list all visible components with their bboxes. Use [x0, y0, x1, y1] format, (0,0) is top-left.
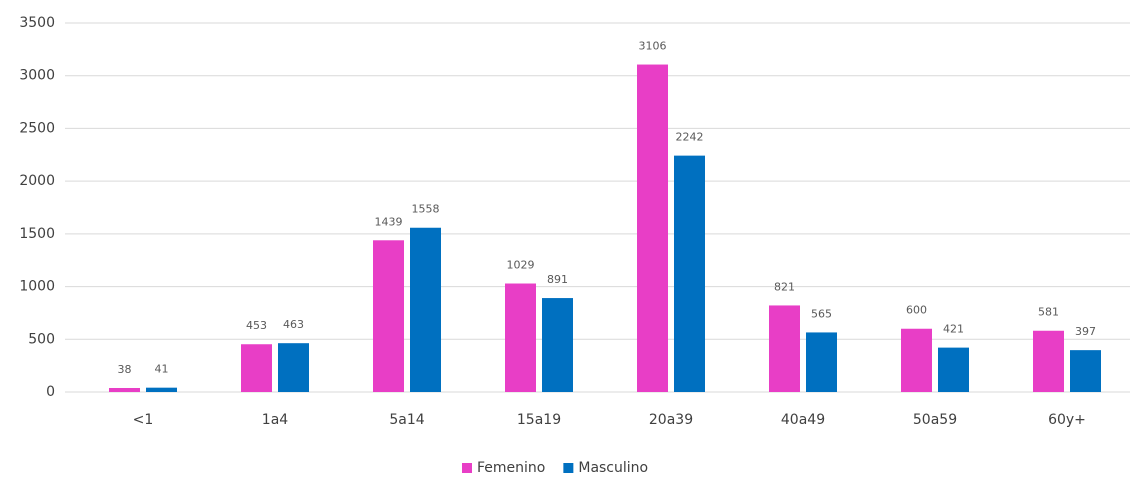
value-label: 2242 [676, 131, 704, 144]
y-tick-label: 3000 [19, 68, 55, 84]
bar [901, 328, 932, 392]
bar [769, 305, 800, 392]
value-label: 1029 [507, 259, 535, 272]
legend-label: Masculino [578, 460, 648, 476]
value-label: 600 [906, 304, 927, 317]
bar [1070, 350, 1101, 392]
value-label: 565 [811, 307, 832, 320]
bar [410, 227, 441, 392]
x-tick-label: 60y+ [1048, 412, 1086, 428]
y-tick-label: 3500 [19, 15, 55, 31]
bar [278, 343, 309, 392]
y-tick-label: 500 [28, 331, 55, 347]
value-label: 1439 [375, 215, 403, 228]
bar [542, 298, 573, 392]
bar [505, 283, 536, 392]
bar [241, 344, 272, 392]
x-tick-label: 20a39 [649, 412, 693, 428]
value-label: 1558 [412, 203, 440, 216]
y-tick-label: 1500 [19, 226, 55, 242]
bar [109, 387, 140, 392]
bar [806, 332, 837, 392]
x-tick-label: 15a19 [517, 412, 561, 428]
y-tick-label: 1000 [19, 279, 55, 295]
y-tick-label: 0 [46, 384, 55, 400]
legend-label: Femenino [477, 460, 545, 476]
bar [674, 155, 705, 392]
bar [938, 347, 969, 392]
value-label: 41 [155, 363, 169, 376]
bar [146, 387, 177, 392]
legend-swatch [563, 463, 574, 473]
x-tick-label: 5a14 [389, 412, 424, 428]
y-tick-label: 2500 [19, 120, 55, 136]
value-label: 38 [118, 363, 132, 376]
legend-swatch [462, 463, 472, 473]
value-label: 453 [246, 319, 267, 332]
value-label: 397 [1075, 325, 1096, 338]
value-label: 891 [547, 273, 568, 286]
x-tick-label: <1 [133, 412, 154, 428]
value-label: 463 [283, 318, 304, 331]
x-tick-label: 50a59 [913, 412, 957, 428]
x-tick-label: 1a4 [262, 412, 288, 428]
value-label: 581 [1038, 306, 1059, 319]
bar [637, 64, 668, 393]
x-tick-label: 40a49 [781, 412, 825, 428]
y-tick-label: 2000 [19, 173, 55, 189]
value-label: 821 [774, 280, 795, 293]
value-label: 421 [943, 323, 964, 336]
bar [373, 240, 404, 392]
bar [1033, 330, 1064, 392]
value-label: 3106 [639, 40, 667, 53]
